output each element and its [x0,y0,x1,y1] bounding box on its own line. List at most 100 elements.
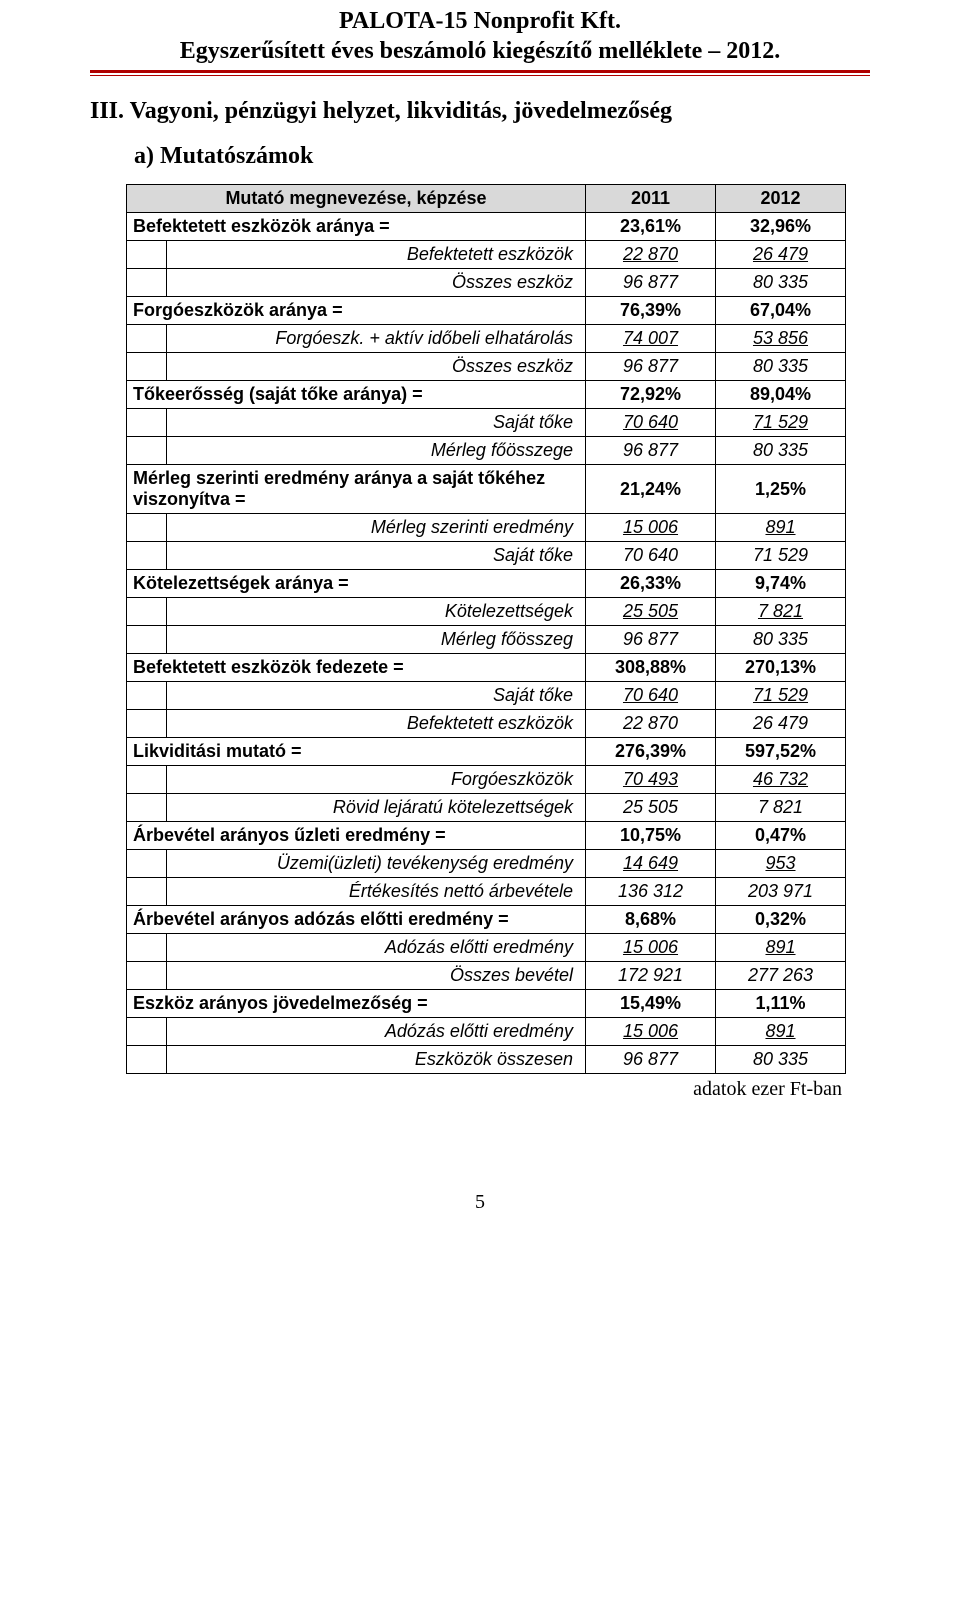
table-row: Összes eszköz96 87780 335 [127,269,846,297]
row-value-2012: 0,32% [716,906,846,934]
subsection-title: a) Mutatószámok [134,143,870,170]
row-value-2012: 46 732 [716,766,846,794]
row-value-2011: 96 877 [586,269,716,297]
table-row: Adózás előtti eredmény15 006891 [127,1018,846,1046]
row-label: Tőkeerősség (saját tőke aránya) = [127,381,586,409]
table-row: Mérleg szerinti eredmény aránya a saját … [127,465,846,514]
document-page: PALOTA-15 Nonprofit Kft. Egyszerűsített … [0,0,960,1254]
table-row: Mérleg főösszege96 87780 335 [127,437,846,465]
row-sublabel: Üzemi(üzleti) tevékenység eredmény [167,850,586,878]
table-row: Likviditási mutató =276,39%597,52% [127,738,846,766]
row-value-2011: 96 877 [586,1046,716,1074]
row-value-2011: 25 505 [586,598,716,626]
table-row: Forgóeszközök aránya =76,39%67,04% [127,297,846,325]
row-sublabel: Saját tőke [167,682,586,710]
row-indent [127,353,167,381]
row-value-2011: 96 877 [586,626,716,654]
table-row: Árbevétel arányos űzleti eredmény =10,75… [127,822,846,850]
row-sublabel: Összes bevétel [167,962,586,990]
row-value-2012: 270,13% [716,654,846,682]
row-indent [127,1046,167,1074]
table-row: Eszköz arányos jövedelmezőség =15,49%1,1… [127,990,846,1018]
row-value-2011: 15 006 [586,934,716,962]
table-row: Összes eszköz96 87780 335 [127,353,846,381]
row-sublabel: Mérleg főösszege [167,437,586,465]
table-row: Összes bevétel172 921277 263 [127,962,846,990]
row-value-2012: 53 856 [716,325,846,353]
row-sublabel: Összes eszköz [167,353,586,381]
row-value-2011: 70 640 [586,542,716,570]
table-row: Kötelezettségek aránya =26,33%9,74% [127,570,846,598]
page-number: 5 [90,1191,870,1214]
row-value-2011: 72,92% [586,381,716,409]
row-label: Kötelezettségek aránya = [127,570,586,598]
row-sublabel: Forgóeszközök [167,766,586,794]
row-value-2012: 26 479 [716,241,846,269]
row-value-2011: 25 505 [586,794,716,822]
row-value-2011: 26,33% [586,570,716,598]
page-header: PALOTA-15 Nonprofit Kft. Egyszerűsített … [90,6,870,66]
row-value-2011: 76,39% [586,297,716,325]
table-row: Tőkeerősség (saját tőke aránya) =72,92%8… [127,381,846,409]
row-label: Mérleg szerinti eredmény aránya a saját … [127,465,586,514]
row-indent [127,878,167,906]
row-label: Eszköz arányos jövedelmezőség = [127,990,586,1018]
section-title: III. Vagyoni, pénzügyi helyzet, likvidit… [90,98,870,125]
row-indent [127,850,167,878]
table-row: Saját tőke70 64071 529 [127,409,846,437]
row-indent [127,514,167,542]
row-label: Likviditási mutató = [127,738,586,766]
head-label: Mutató megnevezése, képzése [127,185,586,213]
row-value-2011: 308,88% [586,654,716,682]
row-sublabel: Rövid lejáratú kötelezettségek [167,794,586,822]
row-indent [127,1018,167,1046]
table-row: Saját tőke70 64071 529 [127,542,846,570]
table-row: Befektetett eszközök aránya =23,61%32,96… [127,213,846,241]
row-value-2012: 1,11% [716,990,846,1018]
table-row: Eszközök összesen96 87780 335 [127,1046,846,1074]
row-indent [127,542,167,570]
row-sublabel: Befektetett eszközök [167,710,586,738]
row-value-2012: 891 [716,1018,846,1046]
row-value-2012: 891 [716,934,846,962]
row-indent [127,766,167,794]
table-row: Rövid lejáratú kötelezettségek25 5057 82… [127,794,846,822]
table-row: Árbevétel arányos adózás előtti eredmény… [127,906,846,934]
row-value-2012: 597,52% [716,738,846,766]
row-indent [127,934,167,962]
row-value-2011: 8,68% [586,906,716,934]
table-row: Befektetett eszközök22 87026 479 [127,710,846,738]
row-label: Befektetett eszközök fedezete = [127,654,586,682]
row-label: Forgóeszközök aránya = [127,297,586,325]
row-sublabel: Kötelezettségek [167,598,586,626]
row-sublabel: Adózás előtti eredmény [167,1018,586,1046]
row-label: Befektetett eszközök aránya = [127,213,586,241]
row-sublabel: Mérleg szerinti eredmény [167,514,586,542]
row-value-2012: 891 [716,514,846,542]
row-sublabel: Összes eszköz [167,269,586,297]
row-value-2011: 172 921 [586,962,716,990]
row-value-2011: 15,49% [586,990,716,1018]
row-indent [127,682,167,710]
row-value-2012: 80 335 [716,1046,846,1074]
rule-top [90,70,870,73]
table-row: Befektetett eszközök22 87026 479 [127,241,846,269]
table-row: Adózás előtti eredmény15 006891 [127,934,846,962]
row-indent [127,962,167,990]
row-value-2011: 96 877 [586,437,716,465]
row-sublabel: Saját tőke [167,542,586,570]
row-value-2012: 26 479 [716,710,846,738]
row-value-2012: 9,74% [716,570,846,598]
table-row: Üzemi(üzleti) tevékenység eredmény14 649… [127,850,846,878]
row-value-2012: 71 529 [716,409,846,437]
row-value-2012: 7 821 [716,598,846,626]
row-value-2012: 32,96% [716,213,846,241]
table-row: Mérleg főösszeg96 87780 335 [127,626,846,654]
row-sublabel: Értékesítés nettó árbevétele [167,878,586,906]
row-indent [127,710,167,738]
row-value-2012: 277 263 [716,962,846,990]
row-value-2011: 21,24% [586,465,716,514]
row-label: Árbevétel arányos űzleti eredmény = [127,822,586,850]
row-value-2011: 136 312 [586,878,716,906]
row-value-2011: 74 007 [586,325,716,353]
